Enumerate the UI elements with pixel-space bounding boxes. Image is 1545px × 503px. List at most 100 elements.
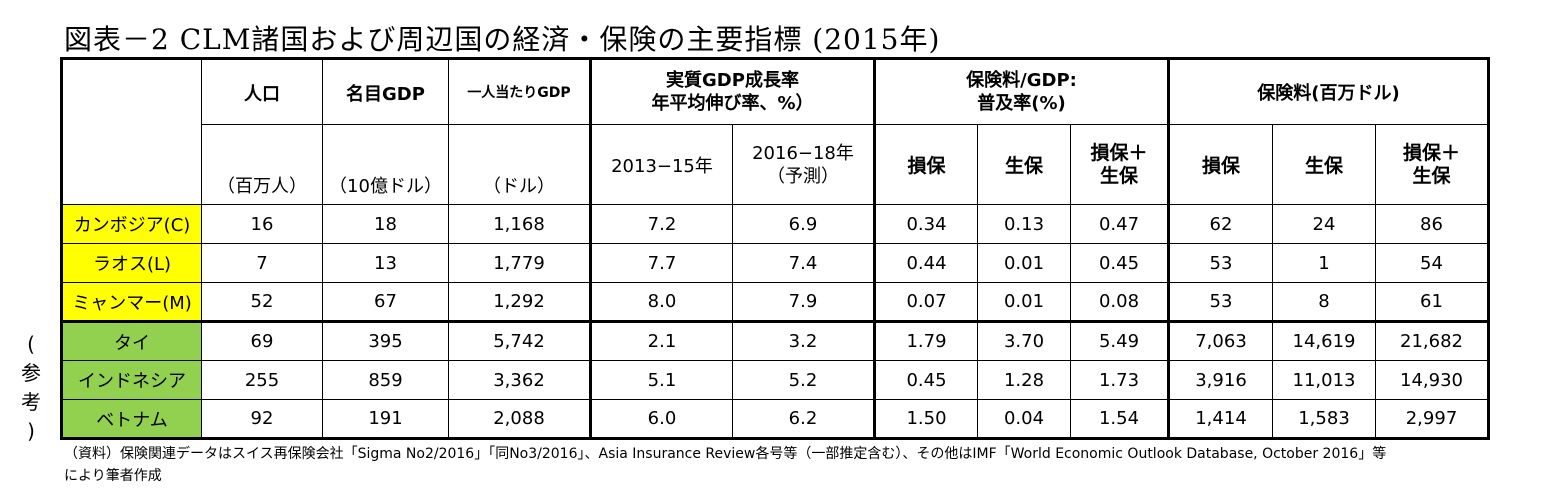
cell-premium-nonlife: 53 bbox=[1167, 282, 1273, 322]
cell-gdp-per-capita: 1,779 bbox=[448, 243, 591, 283]
cell-growth-2016-18: 3.2 bbox=[732, 320, 875, 361]
country-label: ミャンマー(M) bbox=[61, 282, 202, 322]
cell-population: 92 bbox=[201, 399, 323, 439]
cell-penetration-nonlife: 1.79 bbox=[873, 320, 978, 361]
header-population: 人口 bbox=[201, 58, 323, 125]
cell-penetration-total: 5.49 bbox=[1070, 320, 1169, 361]
cell-growth-2013-15: 6.0 bbox=[589, 399, 733, 439]
cell-premium-total: 61 bbox=[1375, 282, 1490, 322]
cell-premium-nonlife: 53 bbox=[1167, 243, 1273, 283]
cell-penetration-nonlife: 0.45 bbox=[873, 360, 978, 400]
unit-gdp-per-capita: （ドル） bbox=[448, 124, 591, 205]
cell-penetration-nonlife: 1.50 bbox=[873, 399, 978, 439]
header-gdp-per-capita: 一人当たりGDP bbox=[448, 58, 591, 125]
cell-penetration-life: 1.28 bbox=[977, 360, 1071, 400]
cell-premium-nonlife: 1,414 bbox=[1167, 399, 1273, 439]
header-penetration-line2: 普及率(%) bbox=[977, 93, 1066, 114]
side-note-char: 参 bbox=[21, 361, 41, 385]
header-growth-line1: 実質GDP成長率 bbox=[666, 70, 799, 91]
cell-growth-2013-15: 8.0 bbox=[589, 282, 733, 322]
cell-penetration-total: 1.73 bbox=[1070, 360, 1169, 400]
cell-premium-life: 8 bbox=[1272, 282, 1376, 322]
header-growth-p2-line2: （予測） bbox=[767, 165, 839, 187]
header-penetration: 保険料/GDP: 普及率(%) bbox=[873, 58, 1169, 125]
cell-nominal-gdp: 67 bbox=[322, 282, 449, 322]
header-penetration-total: 損保＋ 生保 bbox=[1070, 124, 1169, 205]
cell-premium-life: 1,583 bbox=[1272, 399, 1376, 439]
cell-premium-life: 1 bbox=[1272, 243, 1376, 283]
country-label: カンボジア(C) bbox=[61, 204, 202, 244]
footnote-line2: により筆者作成 bbox=[64, 468, 162, 484]
table-row: カンボジア(C) 16 18 1,168 7.2 6.9 0.34 0.13 0.47 62 24 8… bbox=[61, 204, 1490, 244]
cell-penetration-total: 1.54 bbox=[1070, 399, 1169, 439]
table-body: カンボジア(C) 16 18 1,168 7.2 6.9 0.34 0.13 0.47 62 24 8… bbox=[61, 204, 1490, 439]
country-label: インドネシア bbox=[61, 360, 202, 400]
cell-growth-2016-18: 7.9 bbox=[732, 282, 875, 322]
header-total-line2: 生保 bbox=[1099, 164, 1138, 187]
cell-premium-nonlife: 7,063 bbox=[1167, 320, 1273, 361]
side-note-char: ( bbox=[27, 332, 35, 356]
table-row: タイ 69 395 5,742 2.1 3.2 1.79 3.70 5.49 7,063 14,61… bbox=[61, 320, 1490, 361]
cell-population: 255 bbox=[201, 360, 323, 400]
cell-population: 69 bbox=[201, 320, 323, 361]
header-nominal-gdp: 名目GDP bbox=[322, 58, 449, 125]
cell-premium-nonlife: 3,916 bbox=[1167, 360, 1273, 400]
header-premium-life: 生保 bbox=[1272, 124, 1376, 205]
cell-penetration-nonlife: 0.34 bbox=[873, 204, 978, 244]
cell-premium-total: 21,682 bbox=[1375, 320, 1490, 361]
page-title: 図表－2 CLM諸国および周辺国の経済・保険の主要指標 (2015年) bbox=[64, 23, 941, 56]
cell-gdp-per-capita: 1,168 bbox=[448, 204, 591, 244]
cell-nominal-gdp: 859 bbox=[322, 360, 449, 400]
footnote-line1: （資料）保険関連データはスイス再保険会社「Sigma No2/2016」「同No… bbox=[64, 446, 1387, 462]
cell-gdp-per-capita: 3,362 bbox=[448, 360, 591, 400]
cell-gdp-per-capita: 5,742 bbox=[448, 320, 591, 361]
cell-population: 7 bbox=[201, 243, 323, 283]
cell-penetration-life: 0.01 bbox=[977, 282, 1071, 322]
cell-population: 16 bbox=[201, 204, 323, 244]
header-growth-p2-line1: 2016−18年 bbox=[752, 142, 854, 164]
cell-population: 52 bbox=[201, 282, 323, 322]
cell-nominal-gdp: 13 bbox=[322, 243, 449, 283]
side-note-char: ) bbox=[27, 419, 35, 443]
cell-penetration-life: 0.04 bbox=[977, 399, 1071, 439]
cell-penetration-nonlife: 0.44 bbox=[873, 243, 978, 283]
economic-indicators-table: 人口 名目GDP 一人当たりGDP 実質GDP成長率 年平均伸び率、%） 保険料… bbox=[60, 57, 1490, 440]
header-growth-line2: 年平均伸び率、%） bbox=[651, 93, 814, 114]
header-real-gdp-growth: 実質GDP成長率 年平均伸び率、%） bbox=[589, 58, 875, 125]
cell-growth-2013-15: 5.1 bbox=[589, 360, 733, 400]
cell-growth-2016-18: 7.4 bbox=[732, 243, 875, 283]
header-growth-2016-18: 2016−18年 （予測） bbox=[732, 124, 875, 205]
table-row: ミャンマー(M) 52 67 1,292 8.0 7.9 0.07 0.01 0.08 53 8 61 bbox=[61, 282, 1490, 322]
cell-nominal-gdp: 191 bbox=[322, 399, 449, 439]
cell-premium-total: 14,930 bbox=[1375, 360, 1490, 400]
cell-penetration-total: 0.47 bbox=[1070, 204, 1169, 244]
header-premium: 保険料(百万ドル) bbox=[1167, 58, 1490, 125]
cell-growth-2016-18: 6.2 bbox=[732, 399, 875, 439]
country-label: ラオス(L) bbox=[61, 243, 202, 283]
cell-growth-2013-15: 7.2 bbox=[589, 204, 733, 244]
header-blank-cell bbox=[61, 58, 202, 205]
cell-growth-2013-15: 2.1 bbox=[589, 320, 733, 361]
cell-penetration-life: 3.70 bbox=[977, 320, 1071, 361]
table-row: インドネシア 255 859 3,362 5.1 5.2 0.45 1.28 1.73 3,916… bbox=[61, 360, 1490, 400]
source-footnote: （資料）保険関連データはスイス再保険会社「Sigma No2/2016」「同No… bbox=[64, 443, 1504, 487]
cell-penetration-total: 0.08 bbox=[1070, 282, 1169, 322]
cell-growth-2016-18: 6.9 bbox=[732, 204, 875, 244]
header-total-line2: 生保 bbox=[1412, 164, 1451, 187]
cell-gdp-per-capita: 2,088 bbox=[448, 399, 591, 439]
cell-growth-2013-15: 7.7 bbox=[589, 243, 733, 283]
header-penetration-life: 生保 bbox=[977, 124, 1071, 205]
cell-growth-2016-18: 5.2 bbox=[732, 360, 875, 400]
side-note-char: 考 bbox=[21, 390, 41, 414]
header-penetration-nonlife: 損保 bbox=[873, 124, 978, 205]
cell-penetration-total: 0.45 bbox=[1070, 243, 1169, 283]
cell-penetration-nonlife: 0.07 bbox=[873, 282, 978, 322]
country-label: ベトナム bbox=[61, 399, 202, 439]
cell-premium-life: 24 bbox=[1272, 204, 1376, 244]
cell-nominal-gdp: 18 bbox=[322, 204, 449, 244]
header-growth-2013-15: 2013−15年 bbox=[589, 124, 733, 205]
cell-premium-nonlife: 62 bbox=[1167, 204, 1273, 244]
cell-gdp-per-capita: 1,292 bbox=[448, 282, 591, 322]
header-total-line1: 損保＋ bbox=[1402, 141, 1460, 164]
cell-premium-total: 54 bbox=[1375, 243, 1490, 283]
